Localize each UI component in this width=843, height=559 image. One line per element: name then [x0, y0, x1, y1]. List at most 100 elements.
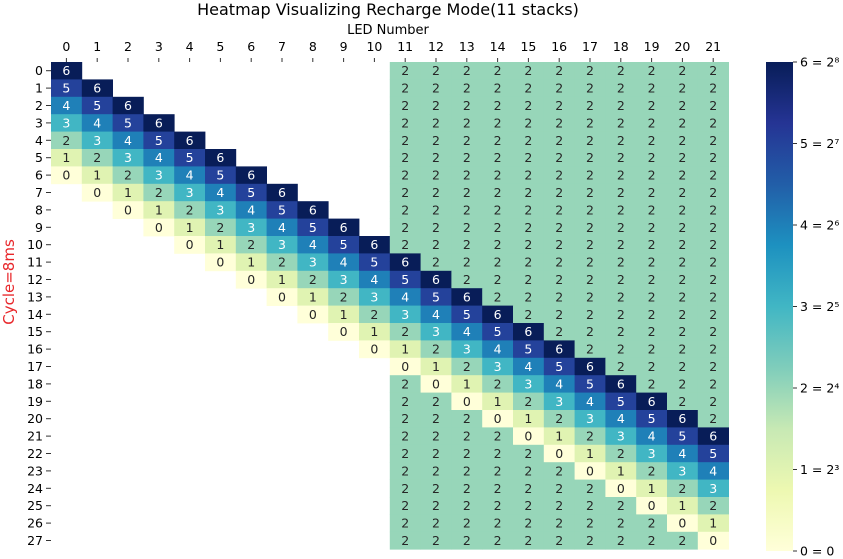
y-tick-label: 26 [27, 516, 43, 531]
heatmap-cell [482, 131, 514, 150]
cell-value-label: 2 [463, 98, 471, 113]
cell-value-label: 2 [155, 185, 163, 200]
heatmap-cell [389, 531, 421, 550]
cell-value-label: 2 [617, 185, 625, 200]
heatmap-cell [420, 201, 452, 219]
cell-value-label: 2 [678, 98, 686, 113]
heatmap-cell [513, 531, 545, 550]
cell-value-label: 3 [555, 394, 563, 409]
cell-value-label: 5 [309, 220, 317, 235]
cell-value-label: 5 [555, 359, 563, 374]
cell-value-label: 0 [678, 516, 686, 531]
heatmap-cell [451, 497, 483, 515]
cell-value-label: 6 [340, 220, 348, 235]
cell-value-label: 2 [401, 324, 409, 339]
heatmap-cell [420, 149, 452, 167]
heatmap-cell [513, 149, 545, 167]
heatmap-cell [482, 514, 514, 533]
cell-value-label: 2 [555, 98, 563, 113]
y-tick-label: 23 [27, 463, 43, 478]
colorbar-gradient [766, 62, 793, 551]
cell-value-label: 2 [463, 185, 471, 200]
x-tick-label: 5 [216, 39, 224, 54]
cell-value-label: 5 [648, 411, 656, 426]
cell-value-label: 2 [648, 63, 656, 78]
heatmap-cell [451, 444, 483, 463]
cell-value-label: 2 [432, 498, 440, 513]
cell-value-label: 2 [648, 272, 656, 287]
heatmap-cell [420, 497, 452, 515]
cell-value-label: 6 [709, 429, 717, 444]
cell-value-label: 2 [524, 463, 532, 478]
heatmap-cell [451, 218, 483, 237]
heatmap-cell [143, 166, 175, 185]
cell-value-label: 2 [463, 255, 471, 270]
heatmap-cell [420, 323, 452, 341]
cell-value-label: 2 [586, 115, 594, 130]
cell-value-label: 2 [678, 202, 686, 217]
heatmap-cell [143, 131, 175, 150]
cell-value-label: 2 [586, 533, 594, 548]
heatmap-cell [697, 253, 729, 272]
heatmap-cell [513, 183, 545, 202]
heatmap-cell [420, 96, 452, 115]
cell-value-label: 2 [524, 533, 532, 548]
heatmap-cell [543, 166, 575, 185]
cell-value-label: 2 [586, 98, 594, 113]
heatmap-cell [667, 514, 699, 533]
heatmap-cell [482, 96, 514, 115]
heatmap-cell [143, 114, 175, 132]
y-tick-label: 25 [27, 498, 43, 513]
cell-value-label: 2 [586, 342, 594, 357]
heatmap-cell [543, 531, 575, 550]
heatmap-cell [667, 149, 699, 167]
heatmap-cell [574, 218, 606, 237]
heatmap-cell [51, 166, 83, 185]
cell-value-label: 2 [401, 376, 409, 391]
cell-value-label: 2 [678, 115, 686, 130]
cell-value-label: 2 [617, 533, 625, 548]
cell-value-label: 3 [370, 289, 378, 304]
heatmap-cell [451, 531, 483, 550]
cell-value-label: 2 [709, 202, 717, 217]
heatmap-cell [636, 497, 668, 515]
cell-value-label: 2 [617, 516, 625, 531]
heatmap-cell [636, 340, 668, 359]
heatmap-cell [697, 114, 729, 132]
cell-value-label: 2 [678, 289, 686, 304]
heatmap-cell [543, 218, 575, 237]
x-tick-label: 6 [247, 39, 255, 54]
heatmap-cell [451, 131, 483, 150]
cell-value-label: 3 [494, 359, 502, 374]
heatmap-cell [574, 62, 606, 80]
cell-value-label: 0 [340, 324, 348, 339]
heatmap-cell [482, 357, 514, 376]
cell-value-label: 2 [524, 237, 532, 252]
cell-value-label: 2 [617, 133, 625, 148]
cell-value-label: 2 [401, 185, 409, 200]
heatmap-cell [605, 479, 637, 498]
cell-value-label: 2 [648, 150, 656, 165]
cell-value-label: 2 [494, 498, 502, 513]
heatmap-cell [574, 479, 606, 498]
cell-value-label: 2 [555, 307, 563, 322]
heatmap-cell [235, 253, 267, 272]
cell-value-label: 3 [524, 376, 532, 391]
heatmap-cell [697, 444, 729, 463]
cell-value-label: 2 [494, 185, 502, 200]
cell-value-label: 3 [309, 255, 317, 270]
heatmap-cell [451, 149, 483, 167]
cell-value-label: 0 [93, 185, 101, 200]
heatmap-cell [543, 201, 575, 219]
heatmap-cell [513, 96, 545, 115]
heatmap-cell [574, 357, 606, 376]
cell-value-label: 2 [494, 446, 502, 461]
cell-value-label: 2 [586, 133, 594, 148]
cell-value-label: 2 [678, 307, 686, 322]
cell-value-label: 2 [678, 63, 686, 78]
heatmap-cell [482, 340, 514, 359]
y-tick-label: 19 [27, 394, 43, 409]
cell-value-label: 2 [494, 516, 502, 531]
heatmap-cell [482, 410, 514, 428]
cell-value-label: 2 [678, 255, 686, 270]
